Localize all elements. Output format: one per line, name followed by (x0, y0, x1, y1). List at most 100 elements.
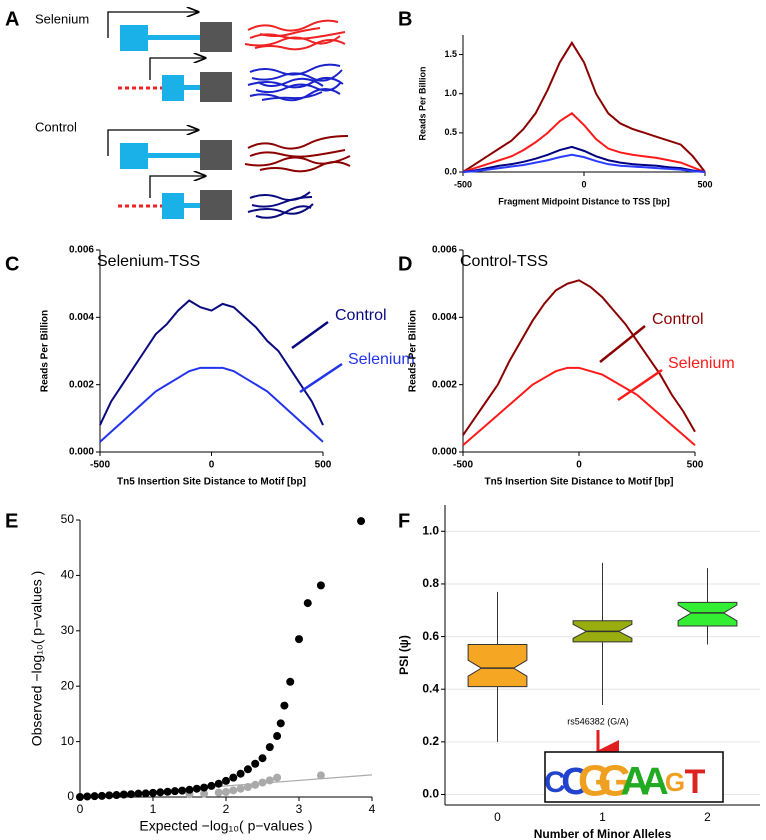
x-axis-label: Tn5 Insertion Site Distance to Motif [bp… (117, 477, 306, 488)
y-tick-label: 0.5 (444, 127, 457, 137)
y-tick-label: 0.6 (422, 629, 439, 643)
point (222, 788, 230, 797)
data-line (462, 279, 696, 436)
logo-letter: C (544, 766, 566, 799)
y-tick-label: 1.0 (444, 88, 457, 98)
point (357, 517, 366, 526)
point (170, 787, 179, 796)
x-axis-label: Tn5 Insertion Site Distance to Motif [bp… (485, 477, 674, 488)
point (97, 791, 106, 800)
y-axis-label: Observed −log₁₀( p−values ) (29, 571, 45, 747)
x-tick-label: -500 (454, 179, 472, 189)
point (76, 793, 84, 801)
point (316, 581, 325, 590)
y-tick-label: 1.5 (444, 49, 457, 59)
point (273, 773, 282, 782)
y-tick-label: 0.004 (432, 312, 457, 323)
point (276, 719, 285, 728)
point (258, 778, 267, 787)
point (265, 776, 274, 785)
logo-letter: T (685, 763, 706, 801)
y-tick-label: 0.000 (432, 447, 457, 458)
chart: 0 10 20 30 40 50 0 1 2 3 4 Expected −log₁₀( p−value… (29, 512, 376, 834)
logo-frame (544, 751, 724, 803)
point (134, 789, 143, 798)
annotation: rs546382 (G/A) (567, 716, 629, 726)
x-tick-label: 0 (209, 460, 215, 471)
panel-label: C (5, 253, 19, 275)
y-tick-label: 0.000 (69, 447, 94, 458)
x-tick-label: 1 (150, 802, 157, 816)
logo-letter: A (621, 760, 650, 804)
logo-letter: A (641, 761, 668, 803)
y-tick-label: 0.002 (69, 379, 94, 390)
chart: 0.0 0.2 0.4 0.6 0.8 1.0 Number of Minor Allele… (397, 505, 760, 840)
x-tick-label: 0 (576, 460, 582, 471)
point (112, 791, 121, 800)
y-tick-label: 0.2 (422, 734, 439, 748)
point (200, 783, 209, 792)
panel-label: B (398, 8, 412, 30)
chart: 0.000 0.002 0.004 0.006 -500 0 500 Tn5 Insertio… (40, 245, 415, 488)
y-axis-label: Reads Per Billion (408, 310, 419, 392)
y-tick-label: 1.0 (422, 523, 439, 537)
point (316, 771, 325, 780)
point (222, 776, 230, 785)
y-axis-label: PSI (ψ) (397, 635, 411, 675)
y-tick-label: 0.0 (444, 166, 457, 176)
point (214, 788, 223, 797)
logo-letter: G (665, 767, 685, 797)
panel-label: F (398, 510, 410, 532)
gene-row (107, 130, 351, 173)
point (251, 780, 260, 789)
y-tick-label: 0.8 (422, 576, 439, 590)
annotation-pointer (617, 368, 663, 402)
diagram-label: Selenium (35, 11, 89, 26)
gene-row (118, 176, 314, 220)
y-tick-label: 20 (61, 678, 75, 692)
series-label: Control (335, 307, 387, 324)
x-tick-label: 500 (315, 460, 332, 471)
point (303, 599, 312, 608)
data-line (462, 153, 706, 173)
y-tick-label: 0.006 (432, 245, 457, 256)
x-tick-label: 500 (687, 460, 704, 471)
y-tick-label: 30 (61, 623, 75, 637)
x-tick-label: -500 (453, 460, 473, 471)
point (156, 788, 165, 797)
y-tick-label: 0.4 (422, 681, 439, 695)
y-axis-label: Reads Per Billion (417, 66, 427, 140)
series-label: Control (652, 311, 704, 328)
gene-row (118, 58, 344, 102)
annotation-pointer (599, 325, 646, 363)
x-tick-label: 0 (494, 810, 501, 824)
point (258, 754, 267, 763)
point (214, 779, 223, 788)
series-label: Selenium (348, 351, 415, 368)
point (127, 790, 136, 799)
point (295, 635, 303, 644)
chart: 0.0 0.5 1.0 1.5 -500 0 500 Fragment Midpoint Di… (417, 35, 713, 206)
x-tick-label: 1 (599, 810, 606, 824)
point (163, 787, 172, 796)
series-label: Selenium (668, 355, 735, 372)
y-axis-label: Reads Per Billion (40, 310, 51, 392)
y-tick-label: 0 (67, 789, 74, 803)
point (178, 786, 187, 795)
logo-letter: C (561, 761, 588, 803)
logo-letter: G (578, 757, 612, 806)
point (90, 792, 99, 801)
x-axis-label: Expected −log₁₀( p−values ) (139, 818, 312, 834)
point (251, 759, 260, 768)
point (243, 783, 252, 792)
y-tick-label: 10 (61, 734, 75, 748)
point (243, 765, 252, 774)
x-tick-label: 500 (697, 179, 712, 189)
y-tick-label: 0.002 (432, 379, 457, 390)
point (286, 677, 295, 686)
chart-title: Selenium-TSS (97, 253, 200, 270)
y-tick-label: 40 (61, 568, 75, 582)
x-tick-label: 2 (223, 802, 230, 816)
panel-label: A (5, 8, 19, 30)
